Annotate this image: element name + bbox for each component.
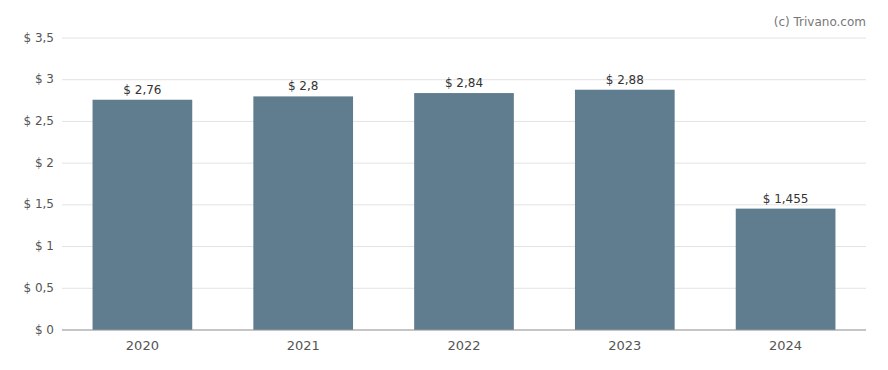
- bar: [253, 96, 353, 330]
- x-axis: 2020 2021 2022 2023 2024: [126, 338, 802, 353]
- chart: $ 0 $ 0,5 $ 1 $ 1,5 $ 2 $ 2,5 $ 3 $ 3,5 2020 2021…: [0, 0, 888, 370]
- bar: [414, 93, 514, 330]
- x-tick-label: 2023: [608, 338, 641, 353]
- grid-line: [62, 38, 866, 39]
- x-tick-label: 2020: [126, 338, 159, 353]
- bar: [93, 100, 193, 330]
- x-axis-line: [62, 330, 866, 331]
- y-axis: $ 0 $ 0,5 $ 1 $ 1,5 $ 2 $ 2,5 $ 3 $ 3,5: [23, 31, 866, 337]
- data-labels: $ 2,76 $ 2,8 $ 2,84 $ 2,88 $ 1,455: [123, 73, 808, 206]
- data-label: $ 1,455: [763, 192, 809, 206]
- chart-container: $ 0 $ 0,5 $ 1 $ 1,5 $ 2 $ 2,5 $ 3 $ 3,5 2020 2021…: [0, 0, 888, 370]
- bar: [575, 90, 675, 330]
- grid-line: [62, 330, 866, 331]
- y-tick-label: $ 2,5: [23, 114, 54, 128]
- x-tick-label: 2021: [287, 338, 320, 353]
- y-tick-label: $ 2: [35, 156, 54, 170]
- y-tick-label: $ 1: [35, 239, 54, 253]
- data-label: $ 2,84: [445, 76, 483, 90]
- x-tick-label: 2024: [769, 338, 802, 353]
- bars: [93, 90, 836, 330]
- x-tick-label: 2022: [447, 338, 480, 353]
- y-tick-label: $ 3: [35, 72, 54, 86]
- y-tick-label: $ 1,5: [23, 197, 54, 211]
- y-tick-label: $ 0: [35, 323, 54, 337]
- y-tick-label: $ 0,5: [23, 281, 54, 295]
- y-tick-label: $ 3,5: [23, 31, 54, 45]
- bar: [736, 209, 836, 330]
- data-label: $ 2,8: [288, 79, 319, 93]
- data-label: $ 2,88: [606, 73, 644, 87]
- annotation: (c) Trivano.com: [774, 15, 866, 29]
- data-label: $ 2,76: [123, 83, 161, 97]
